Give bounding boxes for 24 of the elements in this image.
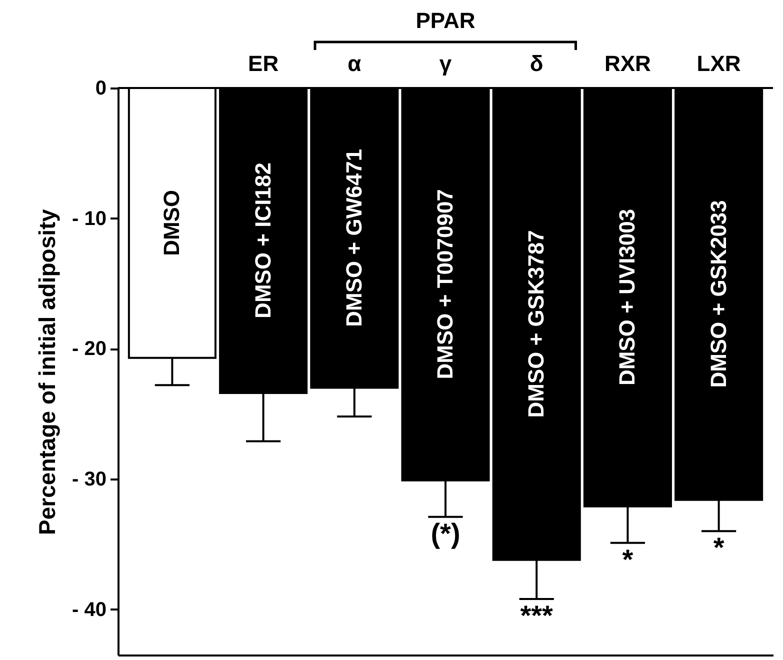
x-tick-label: DMSO + GSK2033 — [706, 200, 731, 388]
y-axis-title: Percentage of initial adiposity — [34, 208, 60, 535]
y-tick-label: 0 — [95, 78, 106, 100]
x-tick-label: DMSO + T0070907 — [432, 189, 458, 380]
y-tick-label: - 40 — [72, 598, 106, 621]
y-tick-label: - 20 — [72, 338, 106, 360]
text: δ — [530, 51, 544, 76]
text: PPAR — [416, 8, 476, 33]
annotation: *** — [520, 600, 554, 631]
x-tick-label: DMSO + ICI182 — [250, 162, 276, 318]
text: γ — [439, 51, 452, 76]
x-tick-label: DMSO + UVI3003 — [614, 208, 640, 386]
text: ER — [248, 51, 279, 76]
x-tick-label: DMSO + GSK3787 — [524, 230, 549, 418]
y-tick-label: - 10 — [72, 208, 106, 230]
annotation: * — [622, 544, 634, 575]
x-tick-label: DMSO — [159, 190, 184, 256]
x-tick-label: DMSO + GW6471 — [341, 148, 366, 327]
y-tick-label: - 30 — [72, 468, 106, 491]
text: RXR — [604, 51, 652, 76]
text: LXR — [696, 51, 741, 76]
text: α — [348, 51, 362, 76]
annotation: * — [713, 532, 724, 564]
annotation: (*) — [430, 518, 460, 549]
